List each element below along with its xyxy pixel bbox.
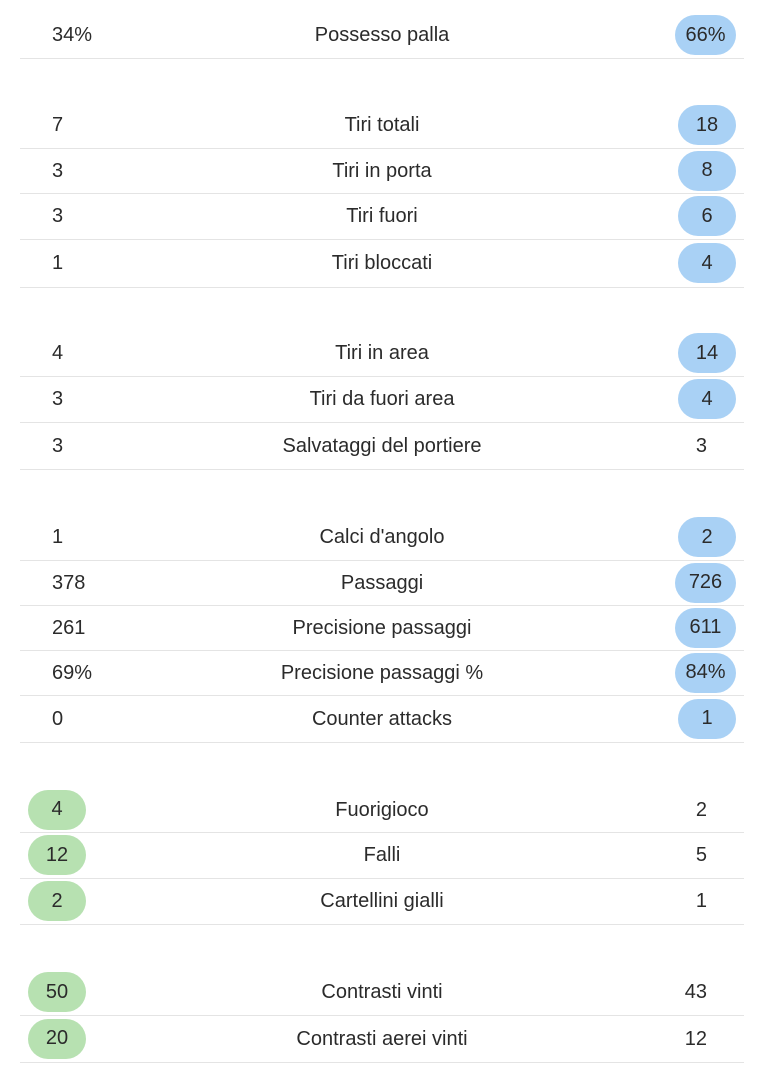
home-value-badge: 20 (28, 1018, 86, 1059)
stat-row: 3 Tiri da fuori area 4 (20, 376, 744, 423)
away-value: 5 (695, 844, 707, 866)
stat-label: Falli (363, 844, 401, 866)
stat-row: 50 Contrasti vinti 43 (20, 969, 744, 1016)
stat-row: 20 Contrasti aerei vinti 12 (20, 1015, 744, 1063)
away-value-badge: 18 (678, 105, 736, 145)
home-value: 7 (52, 114, 64, 136)
stat-label: Precisione passaggi % (280, 661, 484, 684)
away-value-badge: 6 (678, 196, 736, 236)
away-value: 43 (684, 981, 707, 1003)
stat-row: 69% Precisione passaggi % 84% (20, 650, 744, 696)
home-value-badge: 50 (28, 972, 86, 1012)
home-value: 34% (52, 24, 93, 46)
away-value-badge: 726 (675, 562, 736, 603)
stat-label: Tiri bloccati (331, 252, 433, 274)
stat-label: Precisione passaggi (292, 616, 472, 639)
stat-label: Tiri fuori (346, 205, 418, 227)
stat-row: 378 Passaggi 726 (20, 560, 744, 606)
away-value-badge: 2 (678, 517, 736, 557)
away-value-badge: 4 (678, 243, 736, 283)
stat-label: Contrasti aerei vinti (296, 1027, 468, 1050)
away-value-badge: 8 (678, 150, 736, 191)
stat-label: Tiri da fuori area (309, 388, 455, 410)
stat-row: 3 Tiri fuori 6 (20, 193, 744, 240)
away-value: 2 (695, 798, 707, 821)
stat-row: 12 Falli 5 (20, 832, 744, 879)
stat-row: 7 Tiri totali 18 (20, 102, 744, 149)
home-value: 4 (52, 342, 64, 364)
home-value: 1 (52, 526, 64, 548)
away-value: 3 (695, 434, 707, 457)
stat-label: Passaggi (340, 571, 424, 594)
stat-row: 1 Calci d'angolo 2 (20, 514, 744, 561)
stat-row: 261 Precisione passaggi 611 (20, 605, 744, 651)
stat-row: 4 Fuorigioco 2 (20, 787, 744, 833)
stat-row: 2 Cartellini gialli 1 (20, 878, 744, 925)
stat-label: Tiri totali (344, 114, 420, 136)
away-value-badge: 66% (675, 15, 736, 55)
away-value: 12 (684, 1027, 707, 1050)
away-value-badge: 611 (675, 607, 736, 648)
stat-label: Cartellini gialli (320, 890, 444, 912)
home-value: 261 (52, 616, 86, 639)
home-value-badge: 4 (28, 789, 86, 830)
stat-label: Calci d'angolo (319, 526, 445, 548)
home-value-badge: 2 (28, 881, 86, 921)
home-value: 69% (52, 661, 93, 684)
stat-label: Tiri in porta (332, 159, 432, 182)
away-value: 1 (695, 890, 707, 912)
stat-label: Tiri in area (335, 342, 429, 364)
stat-label: Contrasti vinti (321, 981, 443, 1003)
home-value: 3 (52, 434, 64, 457)
away-value-badge: 4 (678, 379, 736, 419)
stat-label: Fuorigioco (335, 798, 429, 821)
home-value: 3 (52, 205, 64, 227)
stat-label: Possesso palla (314, 24, 450, 46)
home-value-badge: 12 (28, 835, 86, 875)
away-value-badge: 84% (675, 652, 736, 693)
home-value: 1 (52, 252, 64, 274)
stat-row: 3 Tiri in porta 8 (20, 148, 744, 194)
home-value: 0 (52, 707, 64, 730)
stat-row: 1 Tiri bloccati 4 (20, 239, 744, 288)
stat-label: Salvataggi del portiere (282, 434, 482, 457)
away-value-badge: 14 (678, 333, 736, 373)
home-value: 378 (52, 571, 86, 594)
home-value: 3 (52, 388, 64, 410)
stat-label: Counter attacks (311, 707, 453, 730)
away-value-badge: 1 (678, 698, 736, 739)
stat-row: 3 Salvataggi del portiere 3 (20, 422, 744, 470)
stat-row: 34% Possesso palla 66% (20, 12, 744, 59)
home-value: 3 (52, 159, 64, 182)
stat-row: 0 Counter attacks 1 (20, 695, 744, 743)
stat-row: 4 Tiri in area 14 (20, 330, 744, 377)
